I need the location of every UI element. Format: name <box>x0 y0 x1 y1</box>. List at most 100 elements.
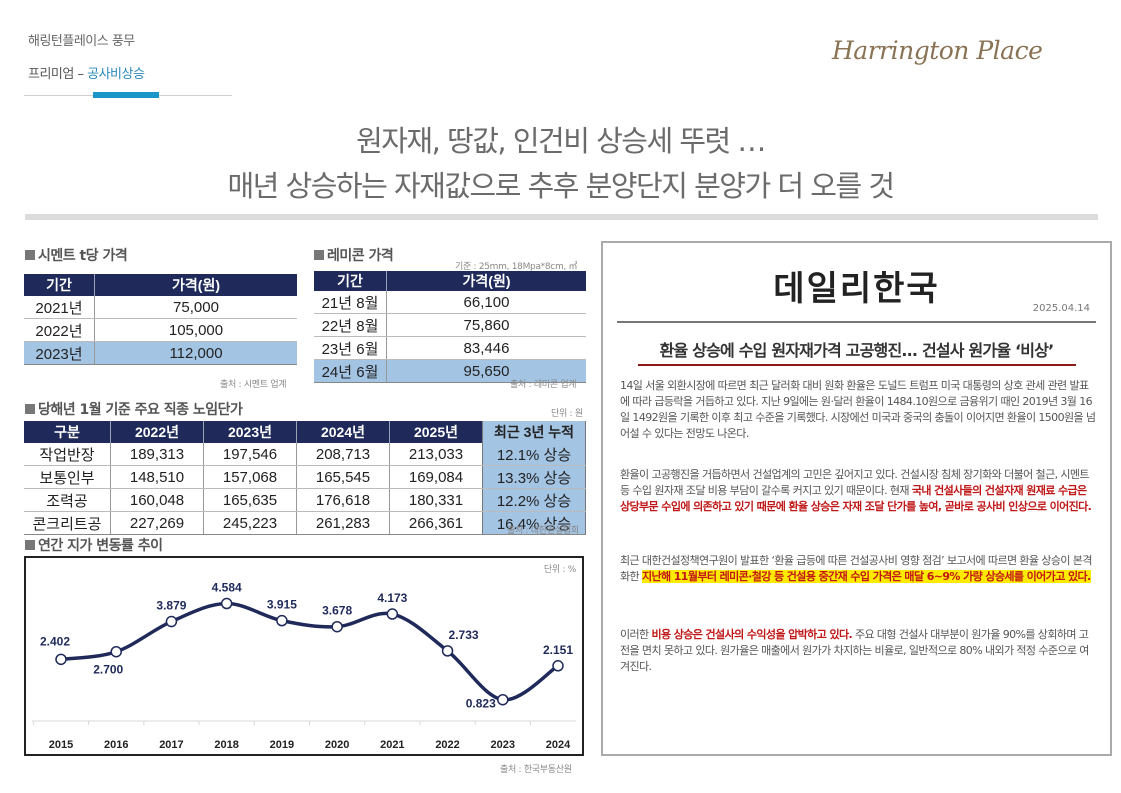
news-text: 환율이 고공행진을 거듭하면서 건설업계의 고민은 깊어지고 있다. 건설시장 … <box>620 468 1090 497</box>
data-point <box>441 645 454 657</box>
cement-section-title: 시멘트 t당 가격 <box>25 245 128 265</box>
news-date: 2025.04.14 <box>1032 303 1090 314</box>
breadcrumb-active-indicator <box>93 92 159 98</box>
headline-divider <box>25 214 1098 220</box>
harrington-place-logo: Harrington Place <box>832 36 1043 65</box>
table-row: 22년 8월 75,860 <box>314 313 586 337</box>
x-tick-label: 2018 <box>214 739 238 751</box>
table-row: 2021년 75,000 <box>24 296 297 319</box>
breadcrumb-current: 공사비상승 <box>87 67 145 82</box>
table-cell-highlighted: 12.1% 상승 <box>482 443 586 466</box>
remicon-basis-note: 기준 : 25mm, 18Mpa*8cm, ㎥ <box>455 262 578 272</box>
news-paragraph-3: 최근 대한건설정책연구원이 발표한 ‘환율 급등에 따른 건설공사비 영향 점검… <box>620 553 1096 585</box>
news-emphasis-highlight: 지난해 11월부터 레미콘·철강 등 건설용 중간재 수입 가격은 매달 6~9… <box>641 570 1091 583</box>
data-label: 2.733 <box>449 628 479 642</box>
table-cell: 112,000 <box>94 341 297 365</box>
x-tick-label: 2020 <box>325 739 349 751</box>
brand-name: 해링턴플레이스 풍무 <box>28 34 135 49</box>
remicon-section-title: 레미콘 가격 <box>314 245 394 265</box>
table-cell: 261,283 <box>296 511 390 535</box>
square-bullet-icon <box>314 250 324 260</box>
chart-source: 출처 : 한국부동산원 <box>500 765 572 775</box>
x-tick-label: 2017 <box>159 739 183 751</box>
x-tick-label: 2019 <box>270 739 294 751</box>
table-row: 21년 8월 66,100 <box>314 291 586 314</box>
table-cell: 작업반장 <box>24 443 111 466</box>
table-header: 기간 <box>24 274 95 296</box>
data-point <box>55 653 67 666</box>
news-text: 이러한 <box>620 628 652 641</box>
table-row: 조력공 160,048 165,635 176,618 180,331 12.2% 상승 <box>24 488 586 512</box>
cement-source: 출처 : 시멘트 업계 <box>220 380 287 390</box>
labor-section-title: 당해년 1월 기준 주요 직종 노임단가 <box>25 399 243 419</box>
data-label: 4.173 <box>377 591 407 605</box>
table-cell: 197,546 <box>203 443 297 466</box>
breadcrumb-prefix: 프리미엄 – <box>28 67 88 82</box>
x-tick-label: 2016 <box>104 739 128 751</box>
data-label: 2.402 <box>40 634 70 648</box>
remicon-title-text: 레미콘 가격 <box>327 248 394 264</box>
square-bullet-icon <box>25 404 35 414</box>
table-cell-highlighted: 13.3% 상승 <box>482 465 586 489</box>
table-cell: 2021년 <box>24 296 95 319</box>
table-header: 2023년 <box>203 421 297 443</box>
table-cell: 95,650 <box>386 359 586 383</box>
table-cell: 213,033 <box>389 443 483 466</box>
table-header: 2025년 <box>389 421 483 443</box>
news-clipping: 데일리한국 2025.04.14 환율 상승에 수입 원자재가격 고공행진...… <box>601 241 1112 756</box>
table-header: 구분 <box>24 421 111 443</box>
table-cell: 66,100 <box>386 291 586 314</box>
table-header: 가격(원) <box>94 274 297 296</box>
data-label: 4.584 <box>212 581 242 595</box>
newspaper-name: 데일리한국 <box>773 269 940 309</box>
table-cell: 245,223 <box>203 511 297 535</box>
news-emphasis-red: 비용 상승은 건설사의 수익성을 압박하고 있다. <box>651 628 853 641</box>
table-cell-highlighted: 16.4% 상승 <box>482 511 586 535</box>
table-row: 23년 6월 83,446 <box>314 336 586 360</box>
data-point <box>386 608 399 620</box>
x-tick-label: 2015 <box>49 739 73 751</box>
table-cell: 24년 6월 <box>314 359 387 383</box>
table-cell: 165,635 <box>203 488 297 512</box>
land-chart-title: 연간 지가 변동률 추이 <box>25 535 163 555</box>
land-price-chart: 2.402 2.700 3.879 4.584 3.915 3.678 4.173 2.733… <box>32 581 576 751</box>
table-row: 콘크리트공 227,269 245,223 261,283 266,361 16.4% 상… <box>24 511 586 535</box>
data-point <box>220 597 233 610</box>
table-cell: 266,361 <box>389 511 483 535</box>
data-point <box>331 620 343 633</box>
table-row: 작업반장 189,313 197,546 208,713 213,033 12.1% 상승 <box>24 443 586 466</box>
land-price-chart-frame: 2.402 2.700 3.879 4.584 3.915 3.678 4.173 2.733… <box>24 556 584 756</box>
table-cell: 160,048 <box>110 488 204 512</box>
table-cell: 165,545 <box>296 465 390 489</box>
data-point <box>165 615 178 628</box>
table-cell: 176,618 <box>296 488 390 512</box>
remicon-source: 출처 : 레미콘 업계 <box>510 380 577 390</box>
x-tick-label: 2021 <box>380 739 404 751</box>
table-cell: 227,269 <box>110 511 204 535</box>
table-row-highlighted: 24년 6월 95,650 <box>314 359 586 383</box>
news-text: 최근 대한건설정책연구원이 발표한 ‘환율 급등에 따른 건설공사비 영향 점검… <box>620 554 1092 583</box>
news-emphasis-red: 국내 건설사들의 건설자재 원재료 수급은 상당부문 수입에 의존하고 있기 때… <box>620 484 1092 513</box>
news-divider <box>617 321 1096 323</box>
table-header-highlighted: 최근 3년 누적 <box>482 421 586 443</box>
breadcrumb: 프리미엄 – 공사비상승 <box>28 63 145 82</box>
table-cell: 148,510 <box>110 465 204 489</box>
table-cell: 보통인부 <box>24 465 111 489</box>
table-row: 보통인부 148,510 157,068 165,545 169,084 13.3% 상승 <box>24 465 586 489</box>
labor-unit-note: 단위 : 원 <box>551 409 583 419</box>
news-paragraph-1: 14일 서울 외환시장에 따르면 최근 달러화 대비 원화 환율은 도널드 트럼… <box>620 379 1096 440</box>
square-bullet-icon <box>25 250 35 260</box>
square-bullet-icon <box>25 540 35 550</box>
table-cell: 105,000 <box>94 318 297 342</box>
table-row: 2022년 105,000 <box>24 318 297 342</box>
data-label: 3.678 <box>322 604 352 618</box>
table-cell: 75,860 <box>386 313 586 337</box>
x-tick-label: 2022 <box>435 739 459 751</box>
table-row-highlighted: 2023년 112,000 <box>24 341 297 365</box>
table-header: 2022년 <box>110 421 204 443</box>
news-text: 주요 대형 건설사 대부분이 원가율 90%를 상회하며 고전을 면치 못하고 … <box>620 628 1089 673</box>
cement-price-table: 기간 가격(원) 2021년 75,000 2022년 105,000 2023년 1… <box>24 274 297 365</box>
data-point <box>276 614 288 627</box>
table-cell: 180,331 <box>389 488 483 512</box>
table-cell: 169,084 <box>389 465 483 489</box>
